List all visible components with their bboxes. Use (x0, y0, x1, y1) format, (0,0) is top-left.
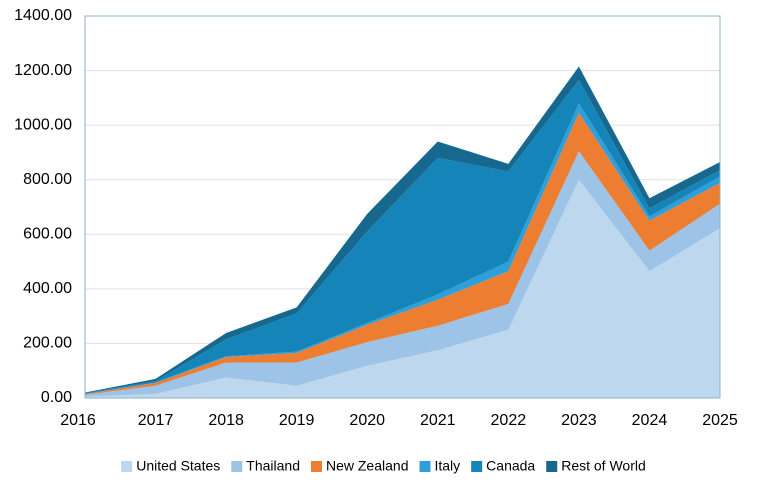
y-tick-label: 1400.00 (14, 7, 72, 24)
legend-swatch (419, 461, 431, 472)
legend-label: Rest of World (561, 458, 646, 474)
y-tick-label: 1000.00 (14, 116, 72, 133)
y-tick-label: 200.00 (23, 335, 72, 352)
legend-swatch (546, 461, 558, 472)
area (85, 151, 720, 397)
x-tick-label: 2020 (349, 412, 385, 429)
area (85, 112, 720, 395)
legend-label: New Zealand (326, 458, 409, 474)
x-tick-label: 2016 (60, 412, 96, 429)
y-tick-label: 1200.00 (14, 62, 72, 79)
x-tick-label: 2024 (632, 412, 668, 429)
x-tick-label: 2019 (279, 412, 315, 429)
y-tick-label: 400.00 (23, 280, 72, 297)
x-tick-label: 2021 (420, 412, 456, 429)
legend-label: Thailand (246, 458, 300, 474)
legend-swatch (310, 461, 322, 472)
legend-swatch (471, 461, 483, 472)
y-tick-label: 600.00 (23, 226, 72, 243)
legend-swatch (121, 461, 133, 472)
area (85, 179, 720, 398)
y-tick-label: 800.00 (23, 171, 72, 188)
x-tick-label: 2022 (491, 412, 527, 429)
legend: United States Thailand New Zealand Italy Can… (121, 458, 646, 474)
legend-label: United States (136, 458, 220, 474)
x-tick-label: 2018 (208, 412, 244, 429)
x-tick-label: 2023 (561, 412, 597, 429)
legend-label: Italy (434, 458, 460, 474)
plot-border (84, 15, 721, 399)
y-tick-label: 0.00 (41, 389, 72, 406)
x-tick-label: 2017 (138, 412, 174, 429)
legend-label: Canada (486, 458, 535, 474)
legend-swatch (231, 461, 243, 472)
x-tick-label: 2025 (702, 412, 738, 429)
area (85, 80, 720, 394)
